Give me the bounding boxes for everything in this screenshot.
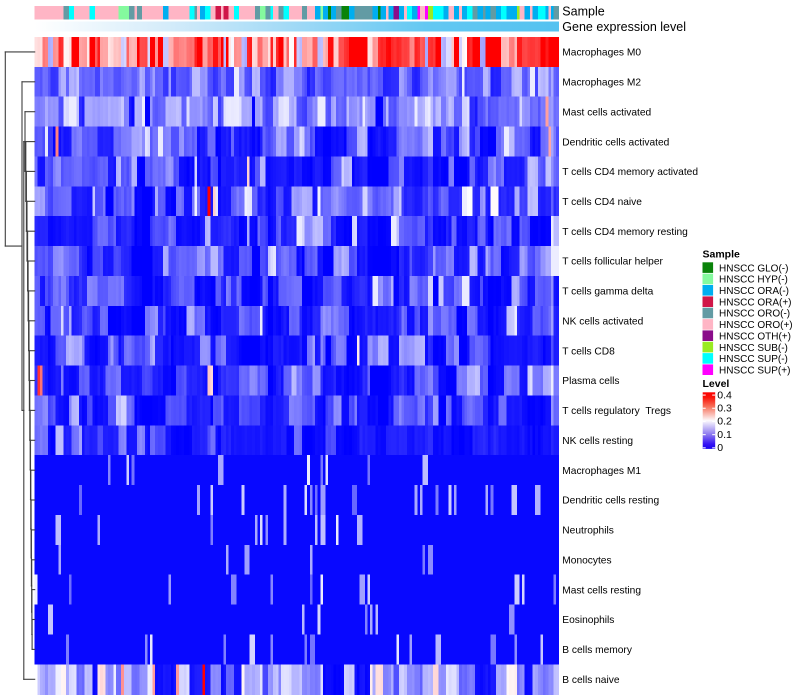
svg-text:HNSCC SUP(+): HNSCC SUP(+) (719, 365, 790, 376)
svg-text:0.4: 0.4 (717, 389, 732, 401)
svg-text:T cells CD4 memory activated: T cells CD4 memory activated (562, 167, 698, 178)
svg-text:NK cells resting: NK cells resting (562, 436, 633, 447)
svg-text:T cells CD4 memory resting: T cells CD4 memory resting (562, 227, 688, 238)
svg-text:B cells memory: B cells memory (562, 645, 633, 656)
svg-text:HNSCC SUB(-): HNSCC SUB(-) (719, 343, 788, 354)
svg-text:Mast cells resting: Mast cells resting (562, 585, 641, 596)
svg-text:HNSCC GLO(-): HNSCC GLO(-) (719, 263, 788, 274)
svg-text:HNSCC ORA(+): HNSCC ORA(+) (719, 297, 792, 308)
svg-text:Dendritic cells activated: Dendritic cells activated (562, 137, 669, 148)
svg-text:Plasma cells: Plasma cells (562, 376, 619, 387)
svg-text:T cells gamma delta: T cells gamma delta (562, 287, 653, 298)
svg-text:Sample: Sample (562, 5, 604, 19)
svg-text:0.1: 0.1 (717, 429, 732, 441)
svg-text:Mast cells activated: Mast cells activated (562, 107, 651, 118)
svg-text:Level: Level (703, 378, 730, 390)
svg-text:HNSCC ORO(+): HNSCC ORO(+) (719, 320, 793, 331)
svg-text:HNSCC SUP(-): HNSCC SUP(-) (719, 354, 788, 365)
svg-text:HNSCC HYP(-): HNSCC HYP(-) (719, 275, 788, 286)
svg-text:Sample: Sample (703, 249, 741, 261)
svg-text:T cells CD8: T cells CD8 (562, 346, 615, 357)
svg-text:0.3: 0.3 (717, 403, 732, 415)
svg-text:Gene expression level: Gene expression level (562, 20, 686, 34)
svg-text:Eosinophils: Eosinophils (562, 615, 614, 626)
svg-text:HNSCC ORO(-): HNSCC ORO(-) (719, 309, 790, 320)
svg-text:NK cells activated: NK cells activated (562, 317, 643, 328)
svg-text:B cells naive: B cells naive (562, 675, 620, 686)
svg-text:Dendritic cells resting: Dendritic cells resting (562, 496, 659, 507)
svg-text:T cells CD4 naive: T cells CD4 naive (562, 197, 642, 208)
svg-text:0: 0 (717, 442, 723, 454)
svg-text:Macrophages M2: Macrophages M2 (562, 78, 641, 89)
svg-text:0.2: 0.2 (717, 416, 732, 428)
svg-text:HNSCC ORA(-): HNSCC ORA(-) (719, 286, 789, 297)
svg-text:Monocytes: Monocytes (562, 556, 611, 567)
svg-text:T cells regulatory Tregs: T cells regulatory Tregs (562, 406, 671, 417)
svg-text:Macrophages M1: Macrophages M1 (562, 466, 641, 477)
svg-text:Macrophages M0: Macrophages M0 (562, 48, 641, 59)
svg-text:T cells follicular helper: T cells follicular helper (562, 257, 663, 268)
svg-text:Neutrophils: Neutrophils (562, 526, 614, 537)
svg-text:HNSCC OTH(+): HNSCC OTH(+) (719, 331, 791, 342)
